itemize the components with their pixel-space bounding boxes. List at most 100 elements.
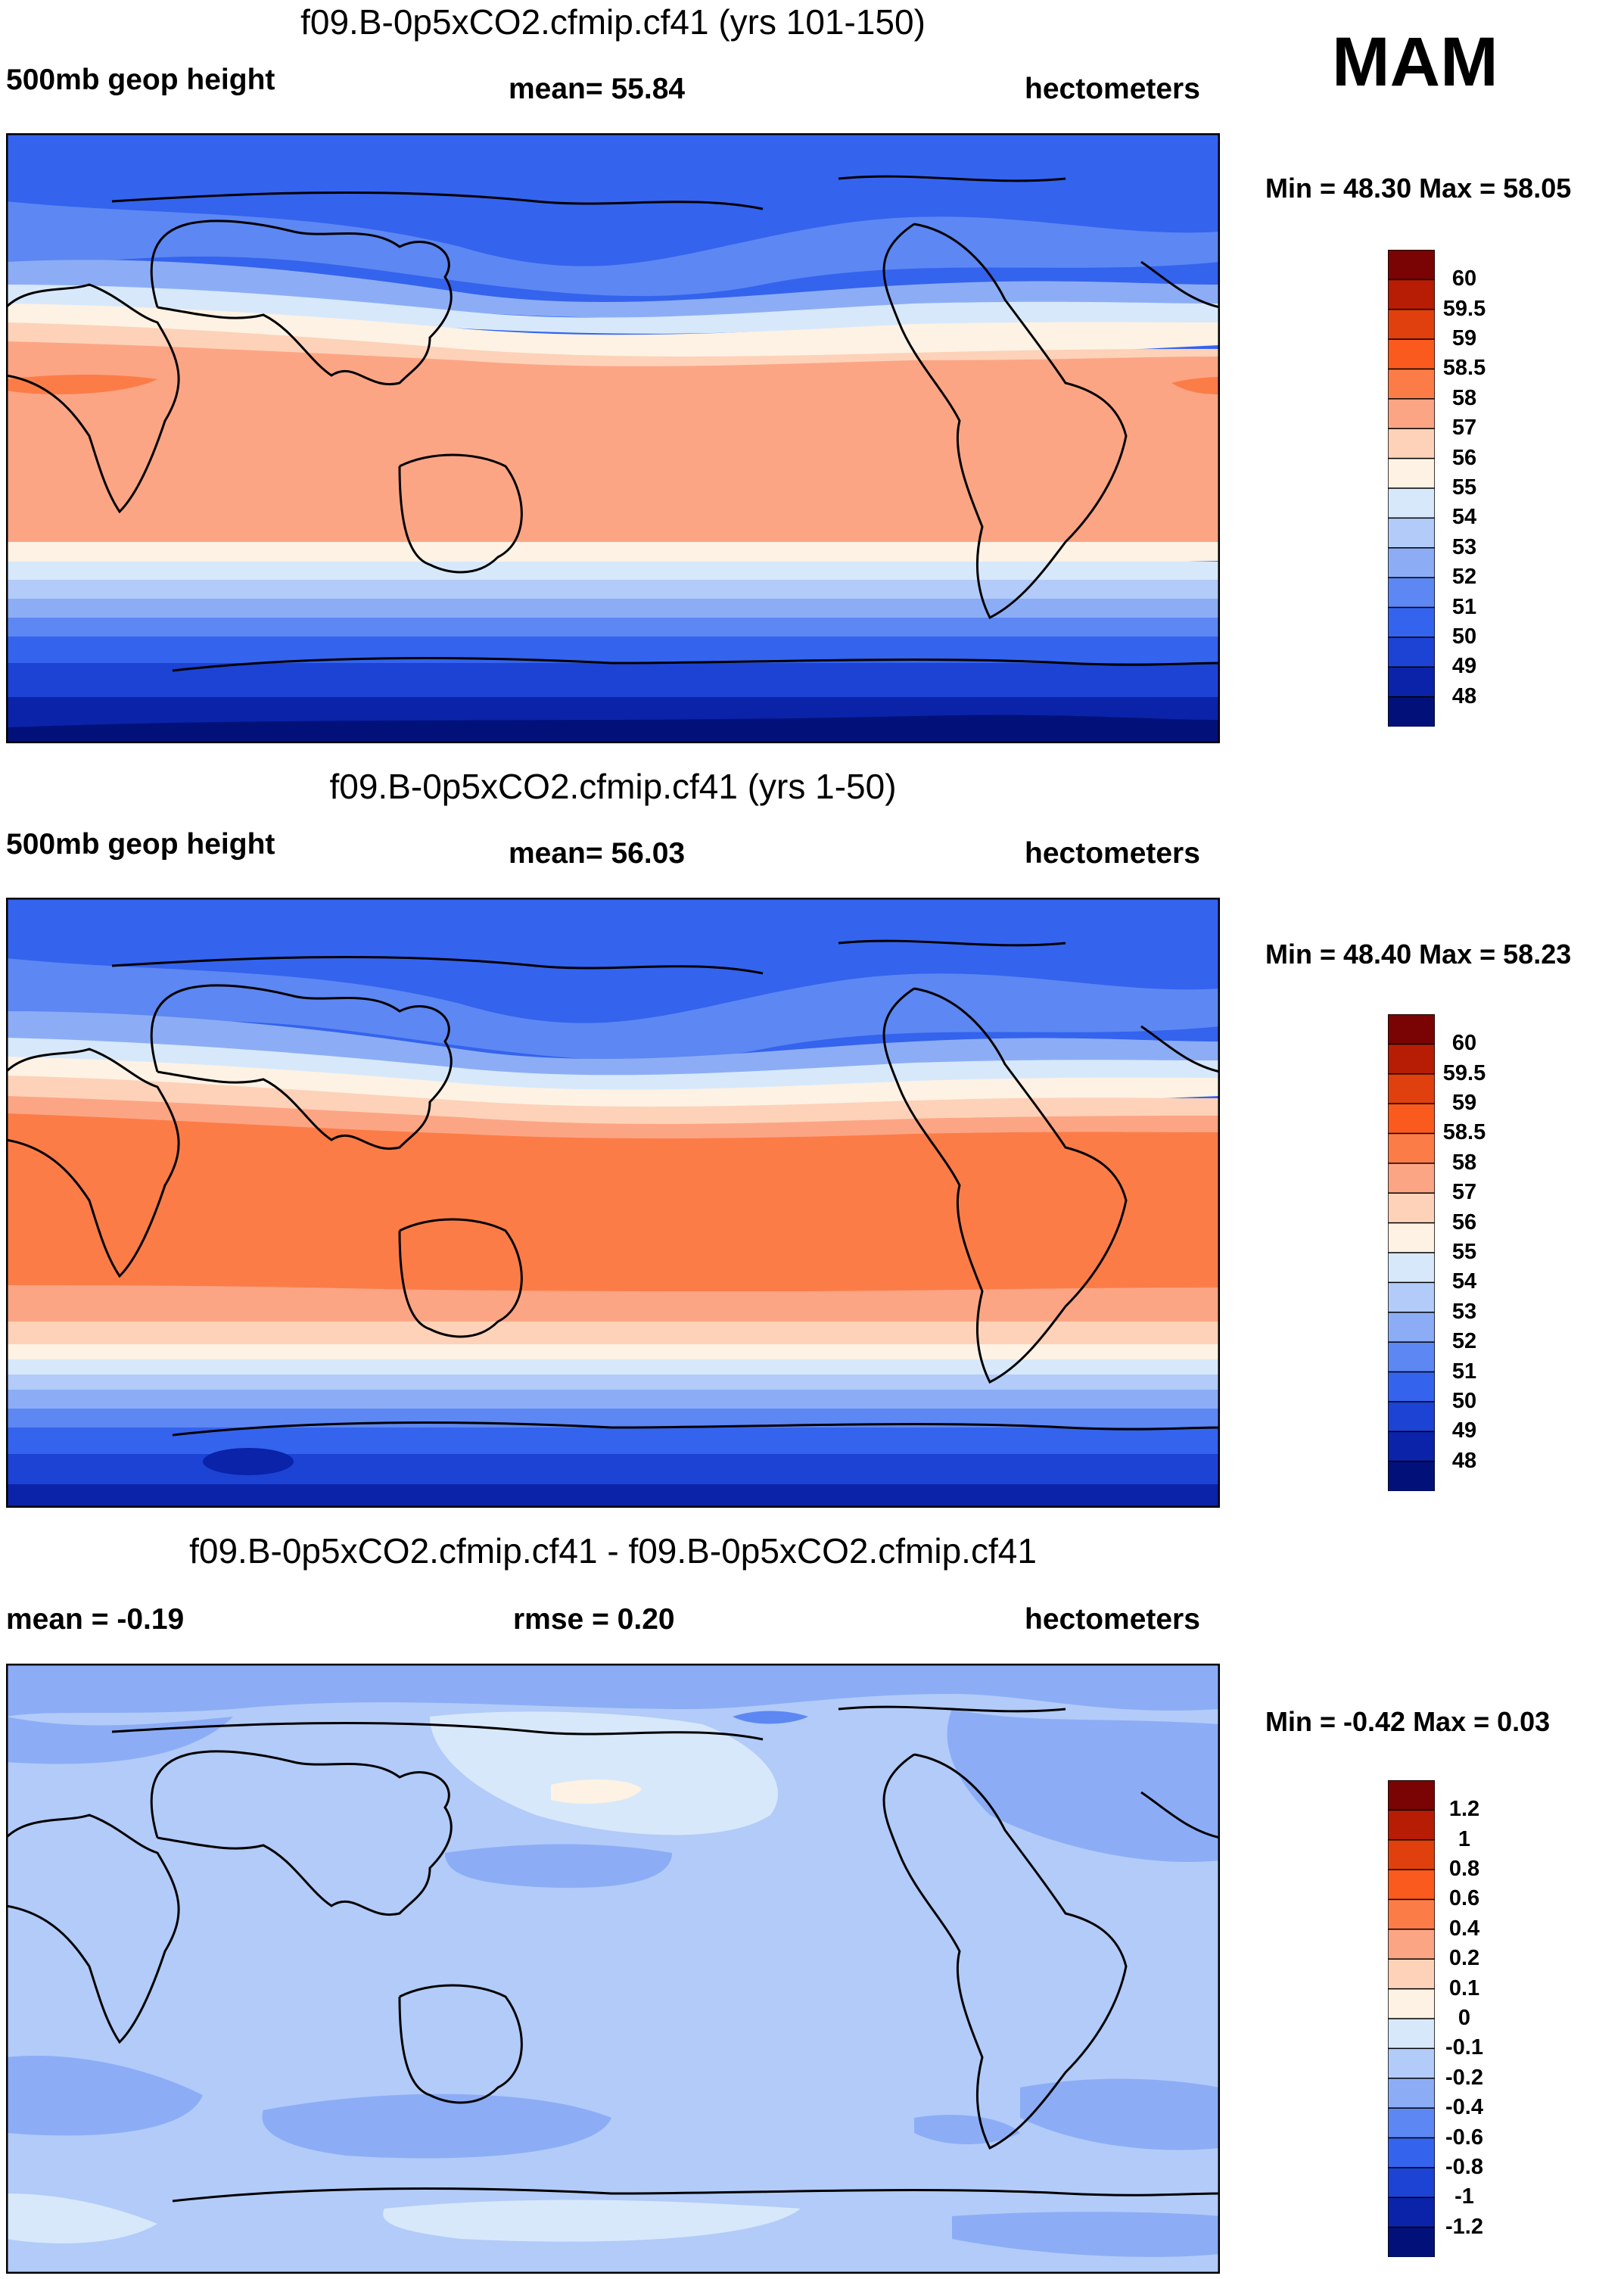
- colorbar-label: 49: [1451, 654, 1477, 678]
- colorbar-swatch: [1387, 1988, 1436, 2020]
- colorbar-label: 0.8: [1448, 1857, 1480, 1881]
- colorbar-label: 54: [1451, 505, 1477, 529]
- colorbar-swatch: [1387, 1401, 1436, 1433]
- colorbar-swatch: [1387, 1312, 1436, 1343]
- panel-2-colorbar: [1387, 1013, 1436, 1493]
- colorbar-swatch: [1387, 1869, 1436, 1901]
- colorbar-label: 58: [1451, 1150, 1477, 1175]
- colorbar-label: 54: [1451, 1269, 1477, 1294]
- colorbar-label: 57: [1451, 1180, 1477, 1204]
- colorbar-label: 59.5: [1442, 1061, 1486, 1085]
- colorbar-label: 59: [1451, 1091, 1477, 1115]
- colorbar-swatch: [1387, 338, 1436, 370]
- colorbar-swatch: [1387, 2047, 1436, 2079]
- colorbar-swatch: [1387, 2167, 1436, 2199]
- colorbar-swatch: [1387, 2018, 1436, 2050]
- colorbar-label: 52: [1451, 565, 1477, 589]
- colorbar-label: 56: [1451, 446, 1477, 470]
- colorbar-swatch: [1387, 1281, 1436, 1313]
- colorbar-swatch: [1387, 1929, 1436, 1960]
- panel-1-mean-label: mean= 55.84: [509, 73, 686, 105]
- colorbar-label: -0.1: [1445, 2035, 1483, 2060]
- colorbar-swatch: [1387, 1460, 1436, 1493]
- colorbar-swatch: [1387, 2226, 1436, 2259]
- colorbar-swatch: [1387, 368, 1436, 400]
- colorbar-swatch: [1387, 696, 1436, 728]
- colorbar-swatch: [1387, 309, 1436, 341]
- colorbar-swatch: [1387, 1043, 1436, 1075]
- panel-3-title: f09.B-0p5xCO2.cfmip.cf41 - f09.B-0p5xCO2…: [189, 1531, 1037, 1571]
- panel-1-minmax: Min = 48.30 Max = 58.05: [1265, 173, 1572, 204]
- colorbar-label: 60: [1451, 266, 1477, 291]
- colorbar-swatch: [1387, 487, 1436, 519]
- colorbar-label: 55: [1451, 1240, 1477, 1264]
- colorbar-label: 59: [1451, 326, 1477, 350]
- colorbar-label: 60: [1451, 1031, 1477, 1055]
- colorbar-label: 50: [1451, 624, 1477, 649]
- colorbar-label: 57: [1451, 416, 1477, 440]
- colorbar-label: 48: [1451, 1449, 1477, 1473]
- colorbar-swatch: [1387, 637, 1436, 668]
- colorbar-label: -0.2: [1445, 2066, 1483, 2090]
- colorbar-label: 56: [1451, 1210, 1477, 1234]
- panel-3-map: [6, 1664, 1220, 2274]
- panel-3-minmax: Min = -0.42 Max = 0.03: [1265, 1706, 1551, 1737]
- colorbar-label: 58: [1451, 386, 1477, 410]
- colorbar-swatch: [1387, 1809, 1436, 1841]
- colorbar-label: 48: [1451, 684, 1477, 708]
- colorbar-label: 49: [1451, 1418, 1477, 1443]
- panel-1-units-label: hectometers: [1025, 73, 1200, 105]
- panel-1-variable-label: 500mb geop height: [6, 64, 275, 96]
- colorbar-swatch: [1387, 606, 1436, 639]
- colorbar-swatch: [1387, 428, 1436, 459]
- colorbar-label: 55: [1451, 475, 1477, 500]
- colorbar-swatch: [1387, 279, 1436, 310]
- panel-3-colorbar: [1387, 1779, 1436, 2259]
- colorbar-label: 0.2: [1448, 1946, 1480, 1970]
- panel-2-units-label: hectometers: [1025, 837, 1200, 870]
- colorbar-swatch: [1387, 2107, 1436, 2139]
- colorbar-swatch: [1387, 1371, 1436, 1403]
- season-label: MAM: [1332, 23, 1498, 101]
- panel-3-rmse-label: rmse = 0.20: [513, 1603, 675, 1636]
- colorbar-label: 58.5: [1442, 356, 1486, 380]
- panel-2-mean-label: mean= 56.03: [509, 837, 686, 870]
- colorbar-label: 0.6: [1448, 1886, 1480, 1910]
- colorbar-swatch: [1387, 517, 1436, 549]
- colorbar-swatch: [1387, 1341, 1436, 1373]
- panel-2-variable-label: 500mb geop height: [6, 828, 275, 861]
- colorbar-swatch: [1387, 577, 1436, 609]
- colorbar-label: 52: [1451, 1329, 1477, 1353]
- colorbar-label: 53: [1451, 535, 1477, 559]
- colorbar-swatch: [1387, 1958, 1436, 1990]
- colorbar-swatch: [1387, 666, 1436, 698]
- panel-1-title: f09.B-0p5xCO2.cfmip.cf41 (yrs 101-150): [300, 2, 926, 42]
- colorbar-swatch: [1387, 249, 1436, 281]
- colorbar-label: -1.2: [1445, 2215, 1483, 2239]
- colorbar-label: 53: [1451, 1300, 1477, 1324]
- colorbar-swatch: [1387, 1222, 1436, 1254]
- colorbar-swatch: [1387, 1192, 1436, 1224]
- colorbar-label: 50: [1451, 1389, 1477, 1413]
- colorbar-label: -1: [1454, 2184, 1474, 2209]
- colorbar-label: 0: [1458, 2006, 1471, 2030]
- colorbar-label: 59.5: [1442, 297, 1486, 321]
- panel-1-map: [6, 133, 1220, 743]
- colorbar-label: 51: [1451, 595, 1477, 619]
- panel-2-map: [6, 898, 1220, 1508]
- colorbar-swatch: [1387, 1779, 1436, 1811]
- colorbar-swatch: [1387, 2078, 1436, 2109]
- colorbar-swatch: [1387, 2137, 1436, 2169]
- colorbar-swatch: [1387, 1252, 1436, 1284]
- colorbar-swatch: [1387, 398, 1436, 430]
- colorbar-swatch: [1387, 1163, 1436, 1194]
- colorbar-swatch: [1387, 1898, 1436, 1931]
- colorbar-swatch: [1387, 457, 1436, 490]
- colorbar-swatch: [1387, 547, 1436, 579]
- colorbar-swatch: [1387, 1103, 1436, 1135]
- colorbar-label: 58.5: [1442, 1120, 1486, 1144]
- panel-2-title: f09.B-0p5xCO2.cfmip.cf41 (yrs 1-50): [329, 767, 897, 806]
- colorbar-swatch: [1387, 1013, 1436, 1045]
- colorbar-label: -0.6: [1445, 2125, 1483, 2150]
- colorbar-label: -0.4: [1445, 2095, 1483, 2119]
